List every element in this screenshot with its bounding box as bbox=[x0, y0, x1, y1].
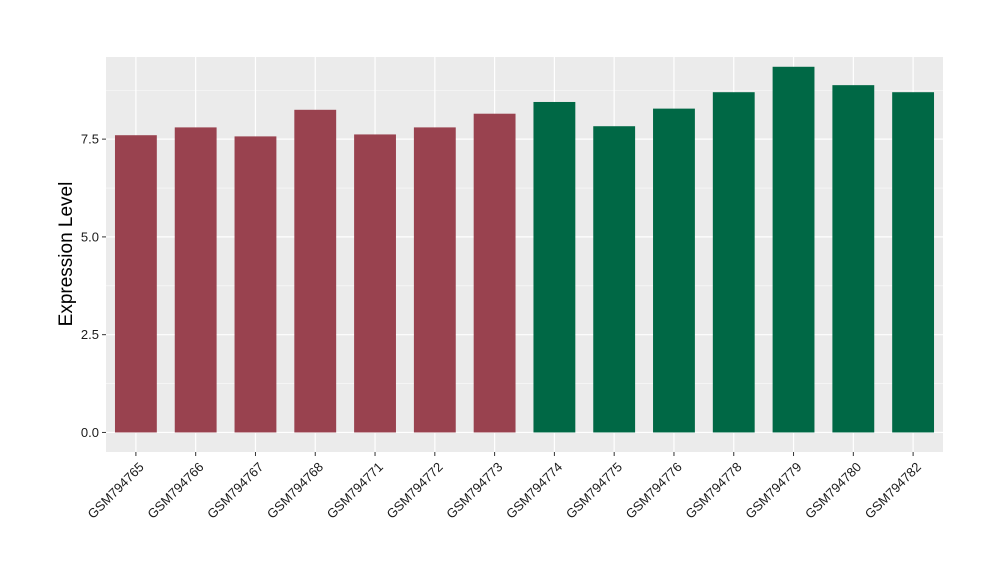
bar-GSM794776 bbox=[653, 108, 695, 433]
x-tick-label: GSM794772 bbox=[384, 459, 446, 521]
bar-GSM794779 bbox=[772, 66, 815, 433]
x-tick-label: GSM794779 bbox=[742, 459, 804, 521]
x-tick-label: GSM794773 bbox=[443, 459, 505, 521]
x-tick-label: GSM794768 bbox=[264, 459, 326, 521]
x-tick-label: GSM794765 bbox=[85, 459, 147, 521]
bar-GSM794766 bbox=[174, 127, 217, 433]
y-tick-label: 0.0 bbox=[81, 425, 99, 440]
y-axis-ticks: 0.0 2.5 5.0 7.5 bbox=[81, 132, 106, 440]
bar-GSM794767 bbox=[234, 136, 277, 433]
bar-GSM794778 bbox=[712, 92, 755, 433]
x-tick-label: GSM794771 bbox=[324, 459, 386, 521]
x-tick-label: GSM794767 bbox=[204, 459, 266, 521]
y-tick-label: 7.5 bbox=[81, 132, 99, 147]
x-tick-label: GSM794782 bbox=[862, 459, 924, 521]
x-tick-label: GSM794774 bbox=[503, 459, 565, 521]
bar-GSM794771 bbox=[354, 134, 396, 433]
bar-GSM794782 bbox=[892, 92, 935, 433]
plot-panel bbox=[106, 57, 943, 452]
x-tick-label: GSM794766 bbox=[144, 459, 206, 521]
bars bbox=[114, 66, 935, 433]
bar-GSM794765 bbox=[114, 135, 157, 433]
x-axis-ticks: GSM794765GSM794766GSM794767GSM794768GSM7… bbox=[85, 452, 924, 522]
y-tick-label: 5.0 bbox=[81, 229, 99, 244]
x-tick-label: GSM794780 bbox=[802, 459, 864, 521]
x-tick-label: GSM794775 bbox=[563, 459, 625, 521]
x-tick-label: GSM794778 bbox=[682, 459, 744, 521]
bar-GSM794774 bbox=[533, 101, 576, 433]
bar-GSM794775 bbox=[593, 126, 636, 433]
bar-GSM794772 bbox=[413, 127, 456, 433]
y-axis-title: Expression Level bbox=[56, 182, 77, 327]
bar-GSM794768 bbox=[294, 109, 337, 433]
x-tick-label: GSM794776 bbox=[623, 459, 685, 521]
y-tick-label: 2.5 bbox=[81, 327, 99, 342]
bar-GSM794773 bbox=[473, 113, 516, 433]
bar-GSM794780 bbox=[832, 85, 875, 433]
